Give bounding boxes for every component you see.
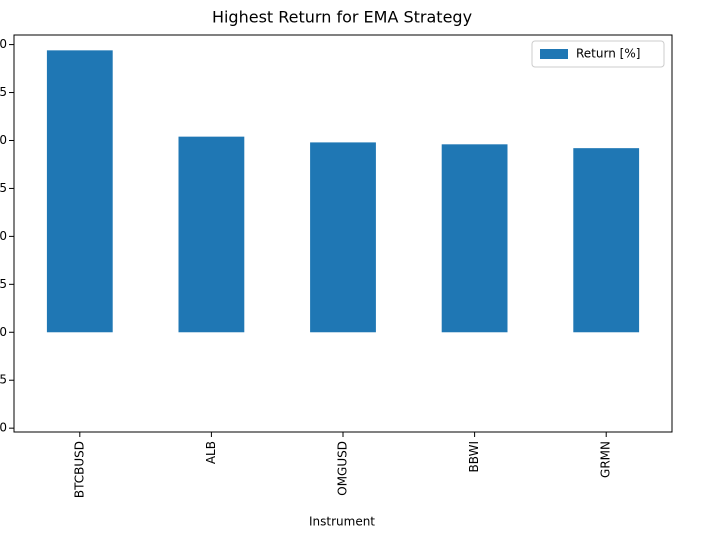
y-tick-label: 75 bbox=[0, 181, 7, 195]
plot-frame bbox=[13, 34, 673, 433]
y-tick-label: 125 bbox=[0, 85, 7, 99]
x-tick-label: BTCBUSD bbox=[72, 441, 86, 498]
chart-title: Highest Return for EMA Strategy bbox=[212, 8, 472, 27]
y-tick-label: -50 bbox=[0, 421, 7, 435]
legend-box bbox=[531, 40, 665, 68]
x-tick-label: BBWI bbox=[467, 441, 481, 472]
y-tick-label: 25 bbox=[0, 277, 7, 291]
legend-swatch bbox=[540, 49, 568, 59]
x-tick-label: ALB bbox=[204, 441, 218, 464]
y-tick-label: 0 bbox=[0, 325, 7, 339]
y-tick-label: 150 bbox=[0, 37, 7, 51]
y-tick-label: -25 bbox=[0, 373, 7, 387]
bar bbox=[573, 148, 640, 333]
bar bbox=[46, 50, 113, 333]
x-tick-label: OMGUSD bbox=[336, 441, 350, 496]
y-tick-label: 100 bbox=[0, 133, 7, 147]
x-axis-label: Instrument bbox=[309, 515, 375, 529]
bar bbox=[178, 136, 245, 333]
bar bbox=[441, 144, 508, 333]
bar bbox=[310, 142, 376, 333]
legend-label: Return [%] bbox=[576, 47, 640, 61]
y-tick-label: 50 bbox=[0, 229, 7, 243]
x-tick-label: GRMN bbox=[599, 441, 613, 478]
